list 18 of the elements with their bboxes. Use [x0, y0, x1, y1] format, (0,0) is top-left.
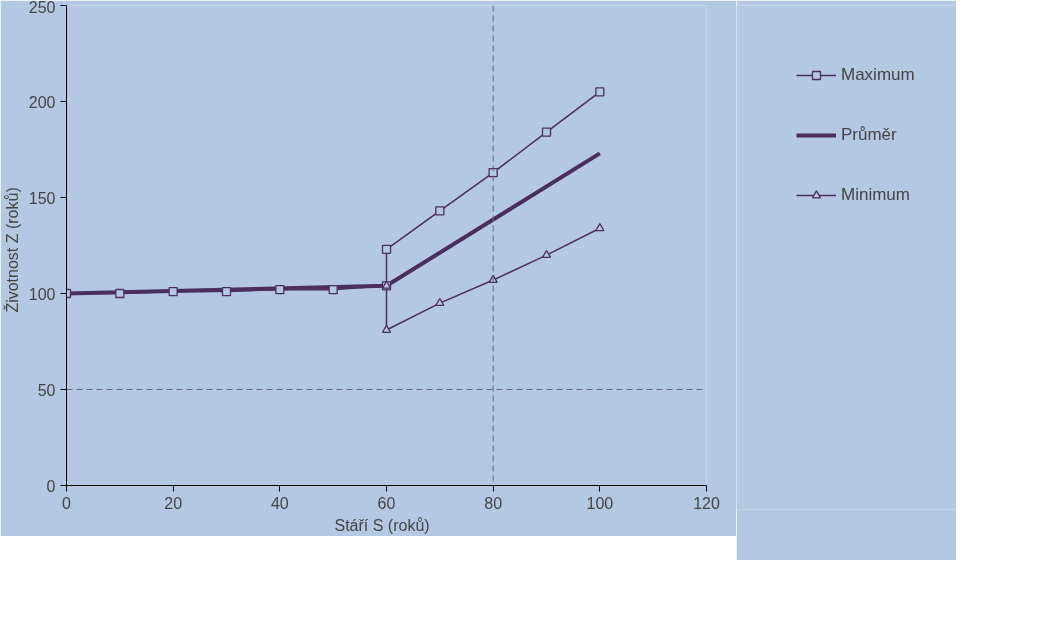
x-tick-label: 0: [62, 494, 72, 512]
x-tick-label: 60: [377, 494, 396, 512]
x-tick-label: 100: [586, 494, 614, 512]
y-tick-label: 250: [28, 0, 56, 16]
y-tick-label: 50: [37, 381, 56, 399]
x-tick-label: 40: [270, 494, 289, 512]
y-axis-title: Životnost Z (roků): [2, 187, 21, 313]
y-tick-label: 200: [28, 93, 56, 111]
y-tick-label: 100: [28, 285, 56, 303]
y-tick-label: 150: [28, 189, 56, 207]
y-tick-label: 0: [46, 477, 56, 495]
x-tick-label: 120: [693, 494, 720, 512]
x-axis-title: Stáří S (roků): [334, 516, 430, 534]
x-tick-label: 20: [164, 494, 183, 512]
legend-label: Maximum: [841, 65, 916, 85]
x-tick-label: 80: [484, 494, 503, 512]
legend-label: Průměr: [841, 125, 898, 145]
legend-label: Minimum: [841, 185, 911, 205]
